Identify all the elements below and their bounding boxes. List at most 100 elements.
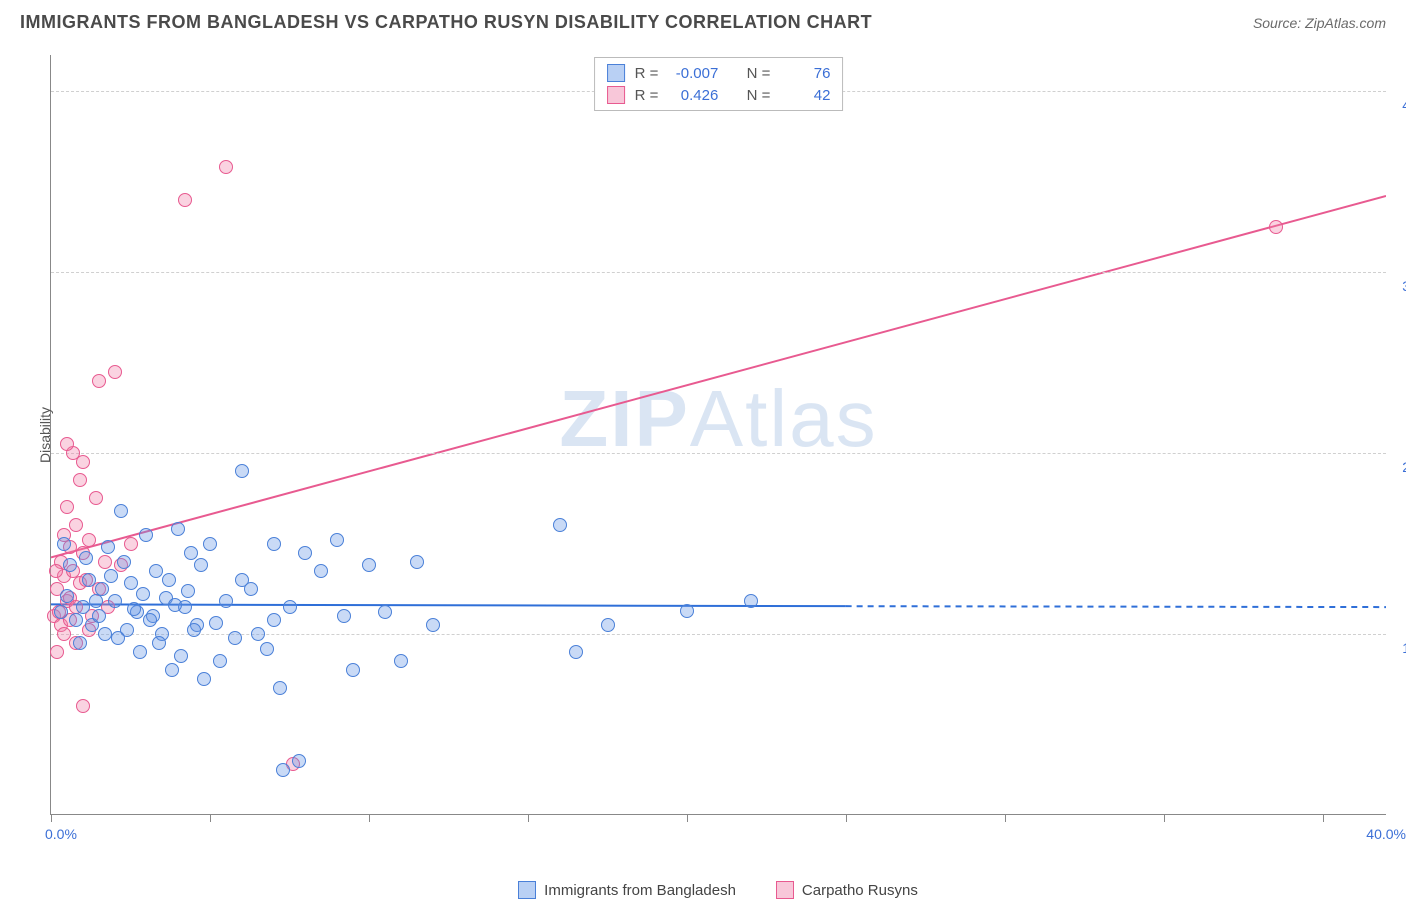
- scatter-point-pink: [98, 555, 112, 569]
- scatter-point-blue: [73, 636, 87, 650]
- scatter-point-blue: [553, 518, 567, 532]
- scatter-point-blue: [228, 631, 242, 645]
- scatter-point-blue: [149, 564, 163, 578]
- scatter-point-blue: [601, 618, 615, 632]
- scatter-point-blue: [213, 654, 227, 668]
- scatter-point-blue: [89, 594, 103, 608]
- legend-item-blue: Immigrants from Bangladesh: [518, 881, 736, 899]
- y-tick-label: 40.0%: [1402, 97, 1406, 113]
- scatter-point-blue: [362, 558, 376, 572]
- scatter-point-blue: [127, 602, 141, 616]
- scatter-point-blue: [219, 594, 233, 608]
- scatter-point-blue: [680, 604, 694, 618]
- scatter-point-blue: [273, 681, 287, 695]
- scatter-point-blue: [330, 533, 344, 547]
- x-end-label: 40.0%: [1366, 826, 1406, 842]
- scatter-point-blue: [152, 636, 166, 650]
- grid-line: [51, 272, 1386, 273]
- watermark-light: Atlas: [690, 374, 878, 463]
- scatter-point-blue: [136, 587, 150, 601]
- scatter-point-blue: [108, 594, 122, 608]
- legend-bottom: Immigrants from Bangladesh Carpatho Rusy…: [50, 881, 1386, 899]
- scatter-point-blue: [111, 631, 125, 645]
- scatter-point-blue: [165, 663, 179, 677]
- scatter-point-blue: [171, 522, 185, 536]
- stats-legend-box: R = -0.007 N = 76 R = 0.426 N = 42: [594, 57, 844, 111]
- scatter-point-pink: [89, 491, 103, 505]
- scatter-point-pink: [57, 627, 71, 641]
- watermark: ZIPAtlas: [559, 373, 877, 465]
- scatter-point-blue: [744, 594, 758, 608]
- scatter-point-blue: [410, 555, 424, 569]
- source-label: Source: ZipAtlas.com: [1253, 15, 1386, 31]
- scatter-point-blue: [314, 564, 328, 578]
- scatter-point-blue: [292, 754, 306, 768]
- scatter-point-pink: [73, 473, 87, 487]
- scatter-point-pink: [49, 564, 63, 578]
- scatter-point-pink: [60, 500, 74, 514]
- y-tick-label: 30.0%: [1402, 278, 1406, 294]
- scatter-point-blue: [60, 589, 74, 603]
- scatter-point-blue: [378, 605, 392, 619]
- swatch-blue-icon: [518, 881, 536, 899]
- watermark-bold: ZIP: [559, 374, 689, 463]
- header: IMMIGRANTS FROM BANGLADESH VS CARPATHO R…: [0, 0, 1406, 41]
- scatter-point-pink: [82, 533, 96, 547]
- scatter-point-blue: [174, 649, 188, 663]
- scatter-point-blue: [117, 555, 131, 569]
- x-tick: [1164, 814, 1165, 822]
- legend-label-blue: Immigrants from Bangladesh: [544, 882, 736, 899]
- scatter-point-blue: [197, 672, 211, 686]
- x-tick: [51, 814, 52, 822]
- scatter-point-blue: [69, 613, 83, 627]
- plot-area: ZIPAtlas Disability R = -0.007 N = 76 R …: [50, 55, 1386, 815]
- x-tick: [1323, 814, 1324, 822]
- x-start-label: 0.0%: [45, 826, 77, 842]
- scatter-point-pink: [50, 645, 64, 659]
- trend-lines-svg: [51, 55, 1386, 814]
- scatter-point-pink: [69, 518, 83, 532]
- stats-row-pink: R = 0.426 N = 42: [607, 84, 831, 106]
- scatter-point-blue: [82, 573, 96, 587]
- scatter-point-blue: [267, 613, 281, 627]
- scatter-point-blue: [251, 627, 265, 641]
- scatter-point-blue: [162, 573, 176, 587]
- swatch-blue-icon: [607, 64, 625, 82]
- scatter-point-blue: [184, 546, 198, 560]
- n-value-pink: 42: [780, 87, 830, 104]
- legend-item-pink: Carpatho Rusyns: [776, 881, 918, 899]
- scatter-point-blue: [181, 584, 195, 598]
- swatch-pink-icon: [607, 86, 625, 104]
- scatter-point-blue: [104, 569, 118, 583]
- scatter-point-blue: [63, 558, 77, 572]
- n-value-blue: 76: [780, 65, 830, 82]
- scatter-point-blue: [54, 605, 68, 619]
- x-tick: [687, 814, 688, 822]
- grid-line: [51, 453, 1386, 454]
- scatter-point-blue: [426, 618, 440, 632]
- swatch-pink-icon: [776, 881, 794, 899]
- x-tick: [369, 814, 370, 822]
- x-tick: [846, 814, 847, 822]
- scatter-point-blue: [92, 609, 106, 623]
- scatter-point-pink: [108, 365, 122, 379]
- scatter-point-blue: [143, 613, 157, 627]
- scatter-point-blue: [394, 654, 408, 668]
- scatter-point-blue: [346, 663, 360, 677]
- scatter-point-blue: [260, 642, 274, 656]
- scatter-point-pink: [124, 537, 138, 551]
- scatter-point-blue: [203, 537, 217, 551]
- scatter-point-blue: [139, 528, 153, 542]
- x-tick: [1005, 814, 1006, 822]
- r-value-blue: -0.007: [668, 65, 718, 82]
- scatter-point-pink: [60, 437, 74, 451]
- scatter-point-blue: [283, 600, 297, 614]
- scatter-point-blue: [57, 537, 71, 551]
- legend-label-pink: Carpatho Rusyns: [802, 882, 918, 899]
- scatter-point-blue: [337, 609, 351, 623]
- scatter-point-blue: [244, 582, 258, 596]
- scatter-point-blue: [101, 540, 115, 554]
- scatter-point-blue: [194, 558, 208, 572]
- scatter-point-blue: [209, 616, 223, 630]
- stats-row-blue: R = -0.007 N = 76: [607, 62, 831, 84]
